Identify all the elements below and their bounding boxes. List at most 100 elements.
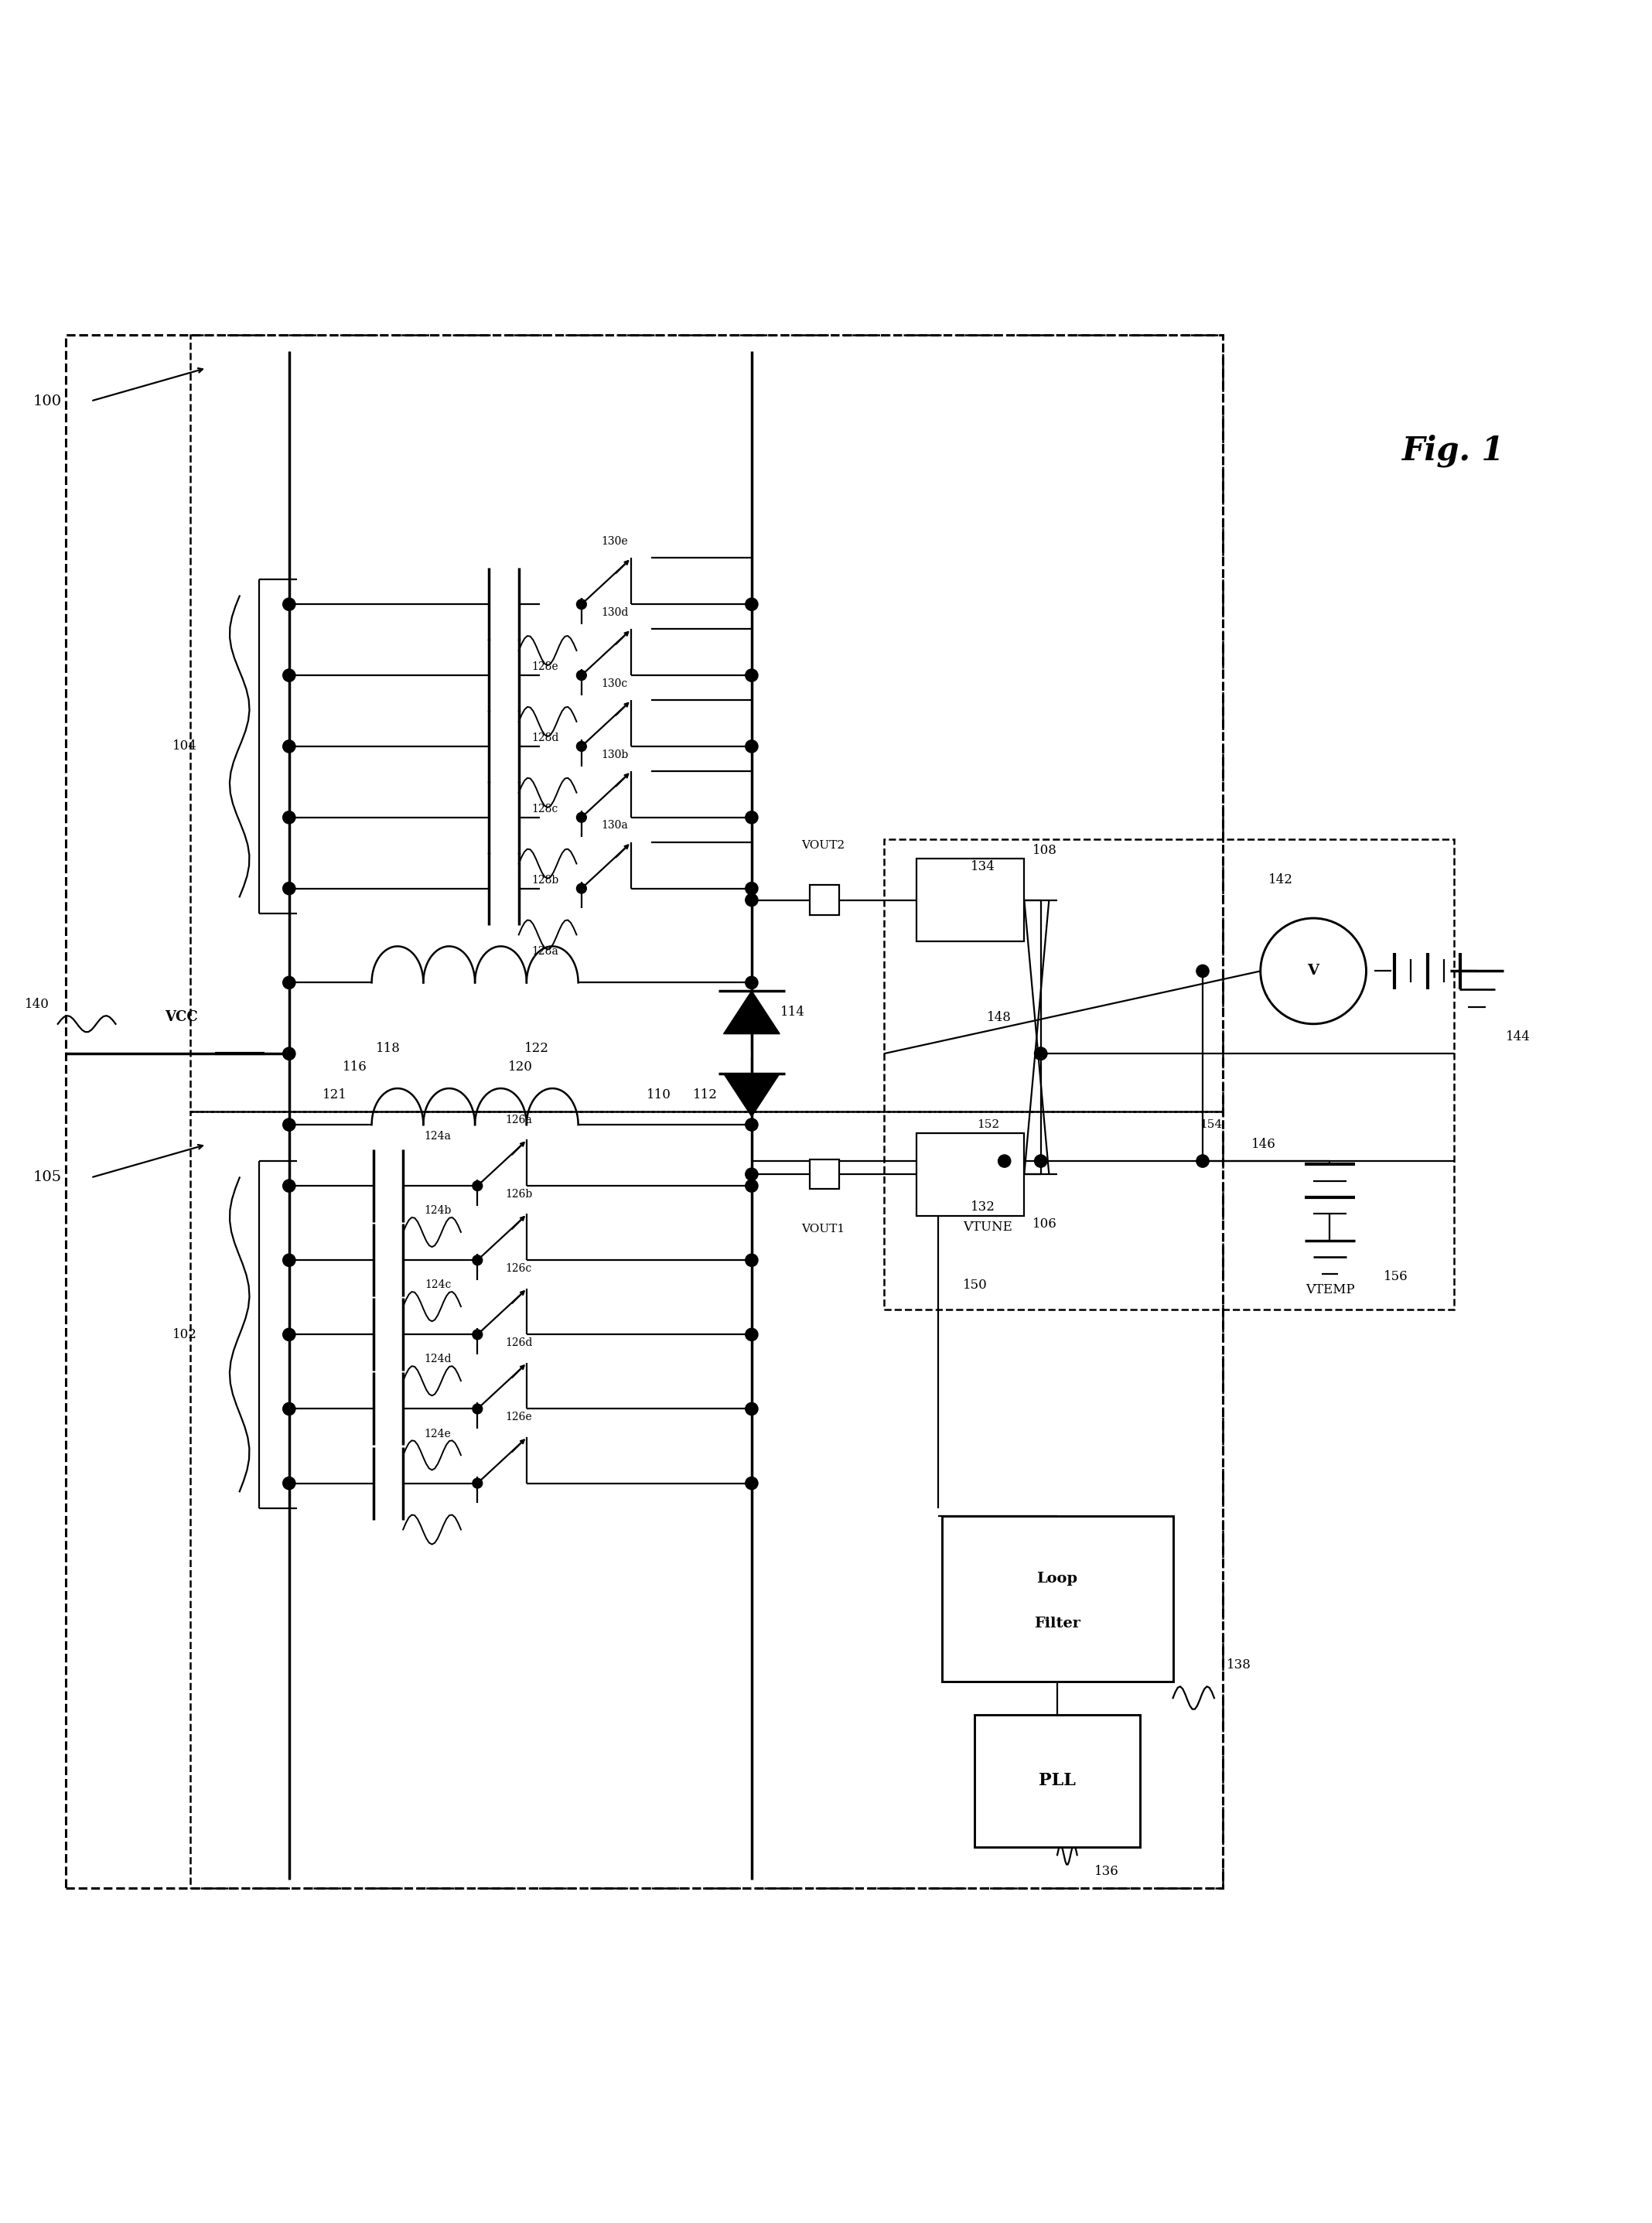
- Bar: [975, 1714, 1140, 1847]
- Circle shape: [472, 1329, 482, 1340]
- Text: 105: 105: [33, 1172, 61, 1185]
- Circle shape: [282, 740, 296, 754]
- Circle shape: [745, 1329, 758, 1340]
- Circle shape: [745, 976, 758, 989]
- Circle shape: [1196, 1154, 1209, 1167]
- Circle shape: [472, 1180, 482, 1192]
- Text: 120: 120: [509, 1060, 532, 1074]
- Text: Loop: Loop: [1037, 1572, 1077, 1585]
- Text: 130c: 130c: [601, 678, 628, 689]
- Text: 128a: 128a: [532, 945, 558, 956]
- Text: VOUT1: VOUT1: [801, 1223, 844, 1234]
- Text: 126c: 126c: [506, 1263, 532, 1274]
- Circle shape: [745, 811, 758, 825]
- Text: 128e: 128e: [532, 662, 558, 674]
- Circle shape: [1034, 1047, 1047, 1060]
- Text: 100: 100: [33, 393, 61, 409]
- Circle shape: [282, 1118, 296, 1132]
- Circle shape: [745, 669, 758, 682]
- Circle shape: [577, 883, 586, 894]
- Circle shape: [282, 883, 296, 894]
- Circle shape: [282, 669, 296, 682]
- Circle shape: [282, 1180, 296, 1192]
- Circle shape: [282, 1254, 296, 1267]
- Circle shape: [472, 1256, 482, 1265]
- Text: 108: 108: [1032, 845, 1057, 858]
- Text: 130b: 130b: [601, 749, 628, 760]
- Text: VOUT2: VOUT2: [801, 840, 844, 851]
- Circle shape: [577, 811, 586, 823]
- Text: VTEMP: VTEMP: [1305, 1283, 1355, 1296]
- Circle shape: [745, 1180, 758, 1192]
- Text: 112: 112: [694, 1089, 717, 1103]
- Text: 118: 118: [377, 1043, 400, 1056]
- Text: 128b: 128b: [532, 876, 558, 885]
- Circle shape: [577, 742, 586, 751]
- Circle shape: [282, 1476, 296, 1489]
- Circle shape: [745, 1403, 758, 1416]
- Text: 130e: 130e: [601, 536, 628, 547]
- Text: 146: 146: [1252, 1138, 1275, 1152]
- Text: 156: 156: [1384, 1269, 1408, 1283]
- Circle shape: [745, 1167, 758, 1180]
- Circle shape: [745, 894, 758, 907]
- Text: 152: 152: [976, 1120, 999, 1129]
- Bar: [809, 885, 839, 916]
- Text: 122: 122: [525, 1043, 548, 1056]
- Text: 114: 114: [781, 1005, 805, 1018]
- Text: 130a: 130a: [601, 820, 628, 831]
- Circle shape: [745, 1118, 758, 1132]
- Circle shape: [998, 1154, 1011, 1167]
- Circle shape: [1034, 1047, 1047, 1060]
- Text: 144: 144: [1507, 1031, 1530, 1045]
- Circle shape: [577, 671, 586, 680]
- Circle shape: [472, 1405, 482, 1414]
- Text: 138: 138: [1227, 1658, 1251, 1672]
- Circle shape: [745, 598, 758, 611]
- Text: 132: 132: [971, 1200, 995, 1214]
- Text: 154: 154: [1199, 1120, 1222, 1129]
- Text: 130d: 130d: [601, 607, 628, 618]
- Text: 126d: 126d: [506, 1338, 532, 1347]
- Circle shape: [282, 811, 296, 825]
- Circle shape: [745, 1254, 758, 1267]
- Circle shape: [472, 1478, 482, 1487]
- Text: 124e: 124e: [425, 1427, 451, 1438]
- Text: 110: 110: [648, 1089, 671, 1103]
- Polygon shape: [724, 1074, 780, 1116]
- Circle shape: [282, 1329, 296, 1340]
- Text: Fig. 1: Fig. 1: [1403, 433, 1505, 467]
- Text: 126e: 126e: [506, 1412, 532, 1423]
- Circle shape: [282, 1403, 296, 1416]
- Text: 148: 148: [988, 1011, 1011, 1025]
- Text: 126b: 126b: [506, 1189, 532, 1200]
- Text: 121: 121: [322, 1089, 347, 1103]
- Text: 134: 134: [971, 860, 995, 874]
- Polygon shape: [724, 991, 780, 1034]
- Bar: [917, 858, 1024, 940]
- Text: 126a: 126a: [506, 1114, 532, 1125]
- Text: 128d: 128d: [532, 734, 558, 742]
- Circle shape: [282, 976, 296, 989]
- Text: 136: 136: [1095, 1865, 1118, 1878]
- Text: PLL: PLL: [1039, 1772, 1075, 1790]
- Circle shape: [745, 883, 758, 894]
- Text: 142: 142: [1269, 874, 1292, 887]
- Text: 124b: 124b: [425, 1205, 451, 1216]
- Text: 140: 140: [25, 998, 50, 1011]
- Text: VTUNE: VTUNE: [963, 1220, 1013, 1234]
- Circle shape: [577, 600, 586, 609]
- Circle shape: [282, 598, 296, 611]
- Circle shape: [745, 740, 758, 754]
- Text: VCC: VCC: [165, 1011, 198, 1025]
- Text: 106: 106: [1032, 1218, 1057, 1229]
- Text: 104: 104: [173, 740, 197, 754]
- Text: 124c: 124c: [425, 1280, 451, 1289]
- Text: 116: 116: [344, 1060, 367, 1074]
- Text: Filter: Filter: [1034, 1616, 1080, 1632]
- Circle shape: [282, 1047, 296, 1060]
- Circle shape: [1034, 1154, 1047, 1167]
- Text: 102: 102: [173, 1327, 197, 1340]
- Bar: [809, 1160, 839, 1189]
- Circle shape: [745, 1476, 758, 1489]
